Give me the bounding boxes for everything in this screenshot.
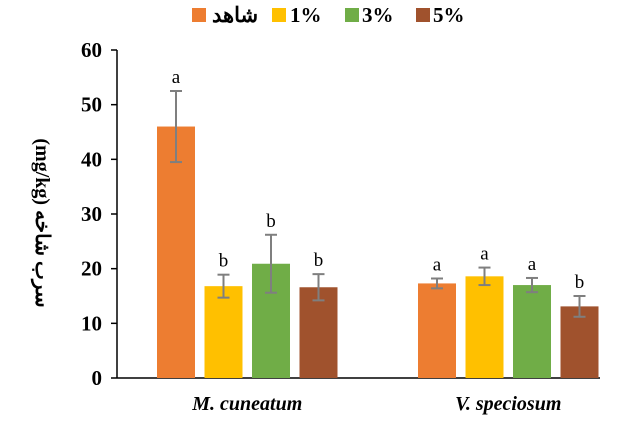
y-tick-label: 40 bbox=[81, 147, 102, 171]
significance-label: b bbox=[314, 250, 324, 271]
significance-label: a bbox=[528, 254, 537, 275]
legend-label: 1% bbox=[290, 3, 322, 27]
bar bbox=[418, 283, 456, 378]
y-tick-label: 10 bbox=[81, 311, 102, 335]
legend-label: شاهد bbox=[212, 3, 258, 27]
y-tick-label: 0 bbox=[92, 366, 103, 390]
y-tick-label: 60 bbox=[81, 38, 102, 62]
legend-label: 5% bbox=[433, 3, 465, 27]
legend-swatch bbox=[416, 8, 430, 22]
bar bbox=[299, 287, 338, 378]
x-category-label: M. cuneatum bbox=[191, 393, 302, 415]
significance-label: a bbox=[480, 244, 489, 265]
significance-label: b bbox=[266, 211, 276, 232]
bars: a b b b M. cuneatum a a a b V. speciosum bbox=[157, 67, 599, 415]
bar bbox=[204, 286, 243, 378]
significance-label: a bbox=[433, 255, 442, 276]
legend-swatch bbox=[345, 8, 359, 22]
axes: 0 10 20 30 40 50 60 bbox=[81, 38, 600, 390]
significance-label: b bbox=[219, 251, 229, 272]
bar bbox=[560, 306, 599, 378]
significance-label: b bbox=[575, 272, 585, 293]
legend-label: 3% bbox=[362, 3, 394, 27]
y-tick-label: 30 bbox=[81, 202, 102, 226]
bar bbox=[157, 126, 195, 379]
legend: شاهد 1% 3% 5% bbox=[192, 3, 465, 27]
y-tick-label: 20 bbox=[81, 257, 102, 281]
bar bbox=[465, 276, 504, 378]
legend-swatch bbox=[192, 8, 206, 22]
y-axis-label: (mg/kg) سرب شاخه bbox=[30, 138, 53, 307]
x-category-label: V. speciosum bbox=[455, 393, 561, 415]
legend-swatch bbox=[272, 8, 286, 22]
y-tick-label: 50 bbox=[81, 93, 102, 117]
significance-label: a bbox=[172, 67, 181, 88]
bar bbox=[513, 285, 551, 378]
